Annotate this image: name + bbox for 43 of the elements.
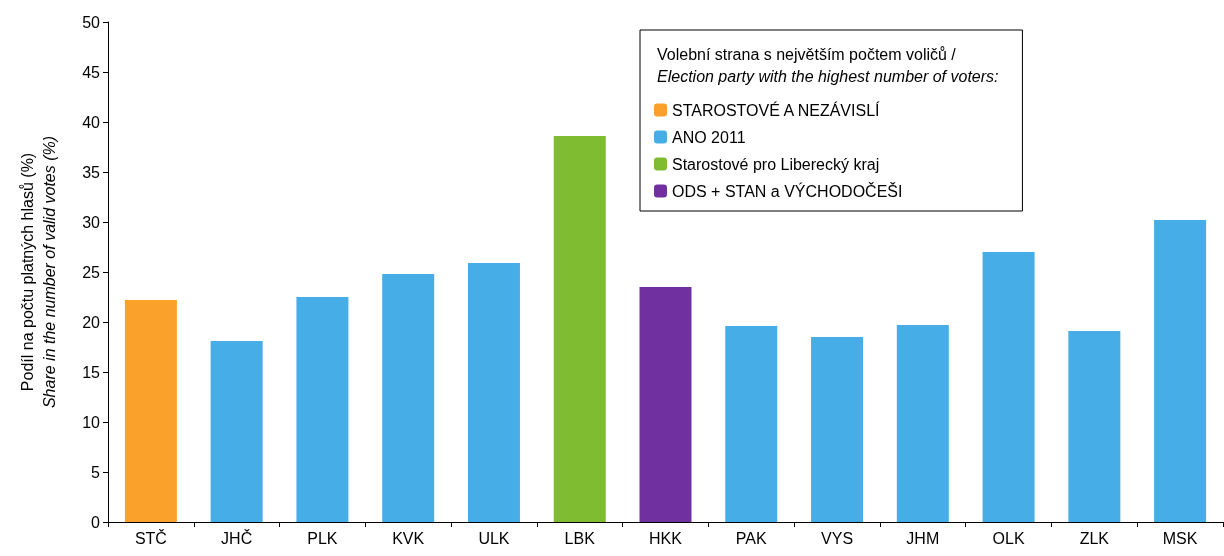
bar <box>467 263 520 522</box>
bar <box>210 341 263 522</box>
bar <box>725 326 778 522</box>
bar <box>982 252 1035 522</box>
y-tick-label: 15 <box>82 363 101 381</box>
x-tick-label: PAK <box>735 529 768 547</box>
x-tick-label: PLK <box>307 529 338 547</box>
legend-label: ODS + STAN a VÝCHODOČEŠI <box>672 181 903 200</box>
bar <box>811 337 864 522</box>
y-tick-label: 10 <box>82 413 101 431</box>
x-tick-label: STČ <box>134 528 167 547</box>
y-tick-label: 50 <box>82 13 101 31</box>
x-tick-label: ZLK <box>1079 529 1110 547</box>
legend-label: STAROSTOVÉ A NEZÁVISLÍ <box>672 100 881 119</box>
bar <box>382 274 435 522</box>
x-tick-label: VYS <box>821 529 854 547</box>
bar <box>296 297 349 522</box>
bar <box>1068 331 1121 522</box>
bar <box>639 287 692 522</box>
x-tick-label: LBK <box>564 529 596 547</box>
y-tick-label: 0 <box>91 513 101 531</box>
y-tick-label: 25 <box>82 263 101 281</box>
x-tick-label: JHČ <box>221 528 253 547</box>
y-tick-label: 20 <box>82 313 101 331</box>
bar <box>553 136 606 522</box>
x-tick-label: JHM <box>906 529 940 547</box>
y-tick-label: 5 <box>91 463 101 481</box>
legend-label: ANO 2011 <box>672 128 746 146</box>
x-tick-label: KVK <box>392 529 425 547</box>
x-tick-label: OLK <box>992 529 1025 547</box>
bar <box>896 325 949 522</box>
bar <box>1154 220 1207 522</box>
y-tick-label: 35 <box>82 163 101 181</box>
y-tick-label: 30 <box>82 213 101 231</box>
y-tick-label: 40 <box>82 113 101 131</box>
x-tick-label: HKK <box>649 529 683 547</box>
x-tick-label: ULK <box>478 529 510 547</box>
y-tick-label: 45 <box>82 63 101 81</box>
bar <box>124 300 177 522</box>
y-axis-title: Podíl na počtu platných hlasů (%) Share in the number of valid votes (%) <box>18 135 58 409</box>
legend-title: Volební strana s největším počtem voličů / Election party with the highest number of voters: <box>657 45 999 85</box>
legend-label: Starostové pro Liberecký kraj <box>672 155 880 173</box>
x-tick-label: MSK <box>1162 529 1198 547</box>
